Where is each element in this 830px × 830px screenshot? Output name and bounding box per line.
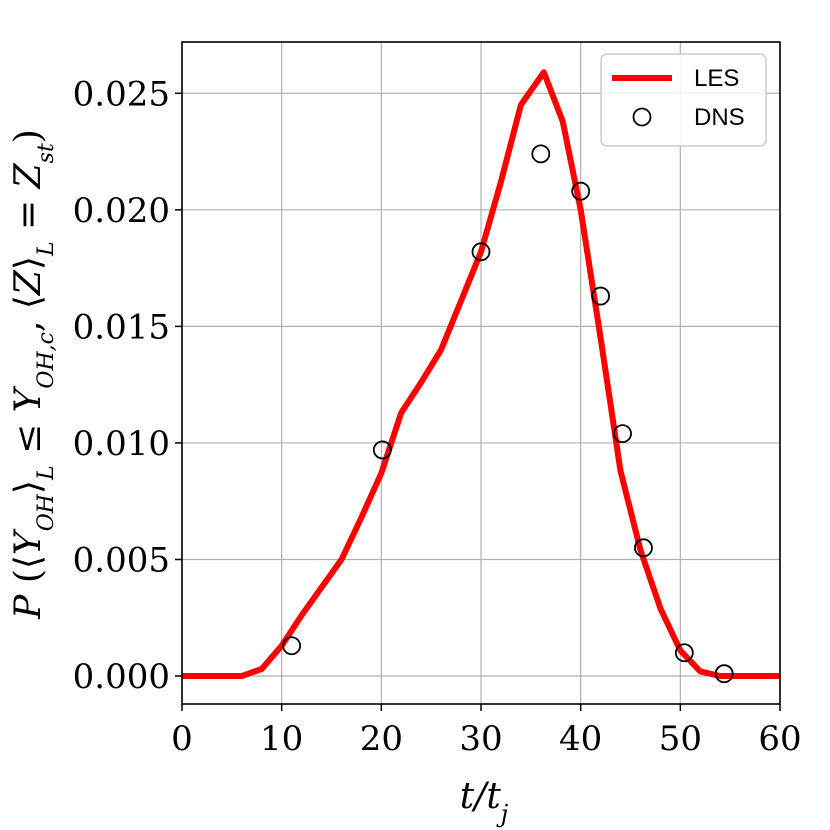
legend-les-label: LES (694, 65, 739, 92)
x-tick-label: 10 (260, 719, 303, 759)
y-axis-label: P (⟨YOH⟩L ≤ YOH,c, ⟨Z⟩L = Zst) (8, 129, 59, 620)
dns-point (613, 424, 632, 444)
legend-dns-marker (632, 107, 652, 127)
x-tick-label: 50 (659, 719, 702, 759)
y-tick-label: 0.025 (73, 74, 170, 114)
dns-point (591, 286, 610, 306)
y-tick-label: 0.010 (73, 424, 170, 464)
dns-point (714, 664, 734, 684)
les-line (182, 69, 780, 679)
x-tick-label: 30 (459, 719, 502, 759)
dns-point (571, 181, 591, 201)
y-tick-label: 0.020 (73, 191, 170, 231)
x-axis-ticks: 0 10 20 30 40 50 60 (171, 704, 802, 759)
legend: LES DNS (600, 53, 767, 147)
x-tick-label: 0 (171, 719, 193, 759)
dns-point (634, 538, 653, 558)
dns-point (531, 144, 551, 164)
x-tick-label: 20 (360, 719, 403, 759)
les-series (182, 69, 780, 679)
dns-point (282, 636, 302, 656)
x-tick-label: 40 (559, 719, 602, 759)
y-tick-label: 0.005 (73, 540, 170, 580)
grid-lines (181, 42, 781, 704)
y-tick-label: 0.015 (73, 307, 170, 347)
y-tick-label: 0.000 (73, 657, 170, 697)
legend-dns-label: DNS (694, 104, 745, 131)
dns-point (674, 643, 694, 663)
dns-series (282, 144, 734, 684)
x-tick-label: 60 (758, 719, 801, 759)
legend-box (600, 53, 767, 147)
dns-point (372, 440, 392, 460)
y-axis-ticks: 0.000 0.005 0.010 0.015 0.020 0.025 (73, 74, 182, 697)
dns-point (471, 242, 491, 262)
